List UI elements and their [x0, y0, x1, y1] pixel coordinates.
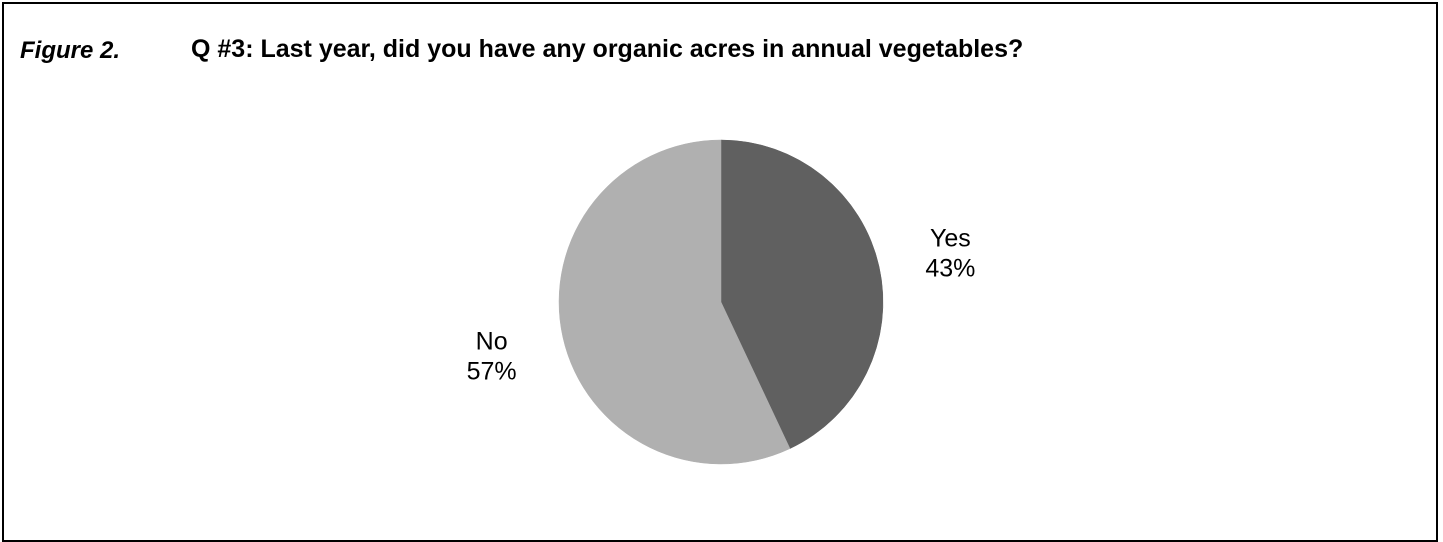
slice-label-yes: Yes 43%: [925, 225, 975, 283]
slice-category-label: Yes: [930, 225, 971, 253]
pie-slice-no: [558, 139, 791, 465]
slice-label-no: No 57%: [467, 327, 517, 385]
slice-category-label: No: [476, 327, 508, 355]
slice-percent-label: 57%: [467, 357, 517, 385]
slice-percent-label: 43%: [925, 255, 975, 283]
figure-label: Figure 2.: [20, 37, 121, 64]
chart-title: Q #3: Last year, did you have any organi…: [191, 35, 1024, 63]
pie-slice-yes: [720, 139, 884, 449]
